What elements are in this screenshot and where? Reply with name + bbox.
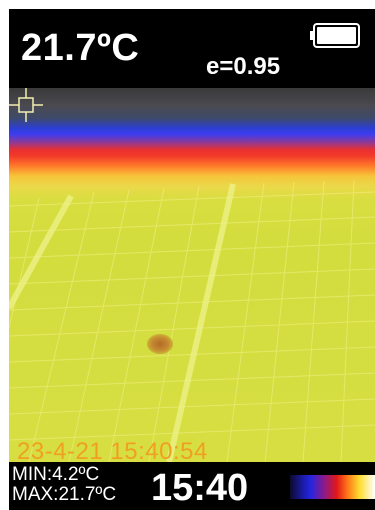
center-temperature: 21.7ºC (21, 27, 140, 69)
emissivity-value: e=0.95 (206, 53, 281, 80)
min-temperature: MIN:4.2ºC (12, 464, 100, 485)
min-max-readout: MIN:4.2ºC MAX:21.7ºC (12, 465, 116, 505)
max-temperature: MAX:21.7ºC (12, 484, 117, 505)
thermal-camera-screen: 21.7ºC e=0.95 (9, 9, 375, 510)
thermal-image: 23-4-21 15:40:54 (9, 88, 375, 462)
battery-full-icon (310, 23, 360, 48)
capture-timestamp: 23-4-21 15:40:54 (17, 438, 208, 462)
crosshair-icon (9, 88, 43, 122)
solar-panel-grid (9, 179, 375, 462)
color-palette-bar (290, 475, 375, 499)
info-bar: MIN:4.2ºC MAX:21.7ºC 15:40 (9, 462, 375, 510)
hot-spot (147, 334, 173, 354)
clock: 15:40 (151, 467, 249, 509)
status-bar: 21.7ºC e=0.95 (9, 9, 375, 88)
